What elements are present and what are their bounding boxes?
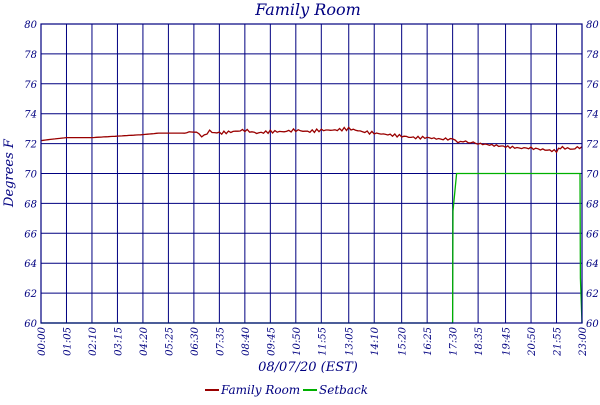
y-tick-label-left: 76: [24, 80, 37, 91]
x-tick-label: 02:10: [88, 326, 99, 355]
x-tick-label: 06:30: [190, 326, 201, 355]
legend-label: Setback: [319, 383, 368, 397]
x-tick-label: 14:10: [370, 326, 381, 355]
y-tick-label-left: 64: [24, 259, 37, 270]
y-tick-label-left: 72: [24, 140, 37, 151]
y-tick-label-right: 78: [586, 50, 599, 61]
y-tick-label-right: 64: [586, 259, 599, 270]
y-tick-label-right: 60: [586, 319, 599, 330]
x-tick-label: 03:15: [113, 327, 124, 356]
x-tick-label: 05:25: [164, 327, 175, 356]
y-tick-label-left: 80: [24, 20, 37, 31]
y-tick-label-left: 74: [24, 110, 37, 121]
x-tick-label: 13:05: [345, 327, 356, 356]
plot-area-frame: [40, 23, 583, 324]
y-tick-label-right: 76: [586, 80, 599, 91]
x-tick-label: 16:25: [423, 327, 434, 356]
y-tick-label-right: 66: [586, 229, 599, 240]
x-tick-label: 11:55: [317, 327, 328, 356]
chart-title: Family Room: [254, 0, 361, 19]
x-tick-label: 10:50: [292, 326, 303, 355]
y-tick-label-left: 68: [24, 199, 37, 210]
y-tick-label-left: 70: [24, 170, 37, 181]
x-tick-label: 01:05: [62, 327, 73, 356]
y-tick-label-right: 62: [586, 289, 599, 300]
x-tick-label: 23:00: [578, 326, 589, 356]
series-line-family-room: [40, 126, 583, 154]
legend: Family Room Setback: [205, 383, 368, 397]
x-tick-label: 09:45: [266, 327, 277, 356]
y-axis-label: Degrees F: [2, 138, 17, 208]
x-tick-label: 00:00: [37, 326, 48, 355]
x-tick-label: 19:45: [502, 327, 513, 356]
x-tick-label: 07:35: [215, 327, 226, 356]
y-tick-label-left: 62: [24, 289, 37, 300]
series-line-setback: [41, 172, 583, 324]
y-tick-label-right: 80: [586, 20, 599, 31]
x-tick-label: 21:55: [553, 327, 564, 357]
y-tick-label-right: 68: [586, 199, 599, 210]
x-axis-label: 08/07/20 (EST): [258, 360, 358, 375]
x-tick-label: 04:20: [139, 326, 150, 355]
x-tick-label: 18:35: [474, 327, 485, 356]
legend-label: Family Room: [220, 383, 300, 397]
y-tick-label-right: 74: [586, 110, 599, 121]
y-tick-label-left: 78: [24, 50, 37, 61]
x-tick-label: 08:40: [241, 326, 252, 355]
y-tick-label-right: 70: [586, 170, 599, 181]
x-tick-label: 15:20: [398, 326, 409, 355]
x-tick-label: 17:30: [449, 326, 460, 355]
x-tick-label: 20:50: [527, 326, 538, 356]
y-tick-label-right: 72: [586, 140, 599, 151]
y-tick-label-left: 66: [24, 229, 37, 240]
y-tick-label-left: 60: [24, 319, 37, 330]
